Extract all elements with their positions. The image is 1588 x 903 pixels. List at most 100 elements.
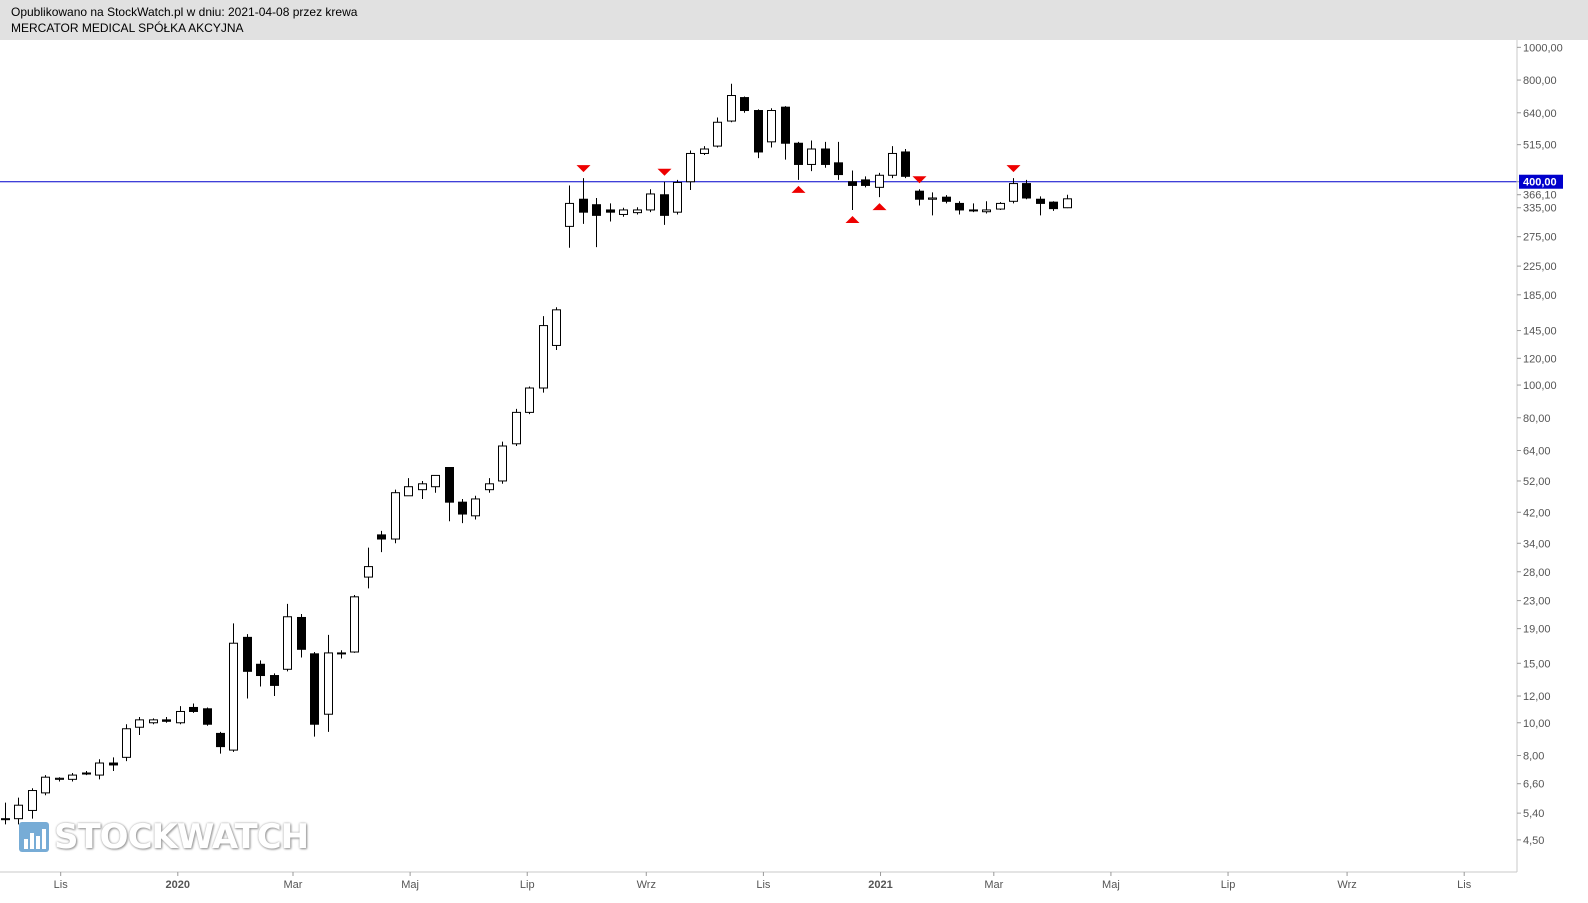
candle — [109, 757, 118, 771]
y-tick-label: 100,00 — [1523, 380, 1557, 392]
candle — [14, 797, 23, 825]
candle-body — [807, 148, 816, 165]
candle — [996, 202, 1005, 210]
candle — [297, 613, 306, 658]
x-tick-label: Lis — [54, 879, 69, 891]
candle-body — [848, 181, 857, 186]
candle-body — [660, 194, 669, 216]
candle-body — [283, 616, 292, 670]
candle-body — [256, 663, 265, 677]
candle — [713, 117, 722, 148]
candle-body — [552, 309, 561, 346]
candle — [1036, 196, 1045, 216]
candle — [324, 634, 333, 732]
time-axis: Lis 2020 Mar Maj Lip Wrz Lis 2021 Mar Maj Lip Wrz Li… — [0, 871, 1517, 891]
candle — [619, 207, 628, 217]
plot-area — [0, 83, 1517, 825]
candle-body — [646, 193, 655, 211]
candle — [646, 189, 655, 213]
buy-signal-marker — [791, 185, 806, 193]
candle — [969, 203, 978, 213]
candle — [55, 777, 64, 782]
candle — [686, 150, 695, 191]
candle — [794, 141, 803, 180]
candle-body — [68, 774, 77, 780]
candle — [552, 307, 561, 350]
candle — [337, 650, 346, 659]
y-tick-label: 19,00 — [1523, 624, 1551, 636]
y-tick-label: 23,00 — [1523, 596, 1551, 608]
candle — [229, 623, 238, 752]
candle — [216, 731, 225, 754]
candle-body — [1036, 198, 1045, 204]
candle-body — [512, 411, 521, 445]
y-tick-label: 225,00 — [1523, 261, 1557, 273]
candle — [350, 594, 359, 653]
candle-body — [579, 198, 588, 213]
candle — [875, 172, 884, 198]
candle — [256, 660, 265, 687]
candle — [310, 652, 319, 737]
candle-body — [700, 148, 709, 154]
candle — [485, 478, 494, 493]
candle-body — [686, 152, 695, 183]
candle-body — [445, 466, 454, 503]
x-tick-label: Lip — [520, 879, 535, 891]
candle-body — [969, 209, 978, 212]
candle-body — [485, 483, 494, 491]
candle-body — [781, 106, 790, 144]
candle-body — [673, 181, 682, 213]
x-tick-label: Wrz — [637, 879, 656, 891]
candle — [982, 201, 991, 214]
candle — [189, 703, 198, 713]
candle — [203, 707, 212, 726]
candle — [391, 489, 400, 544]
candle-body — [861, 179, 870, 186]
buy-signal-marker — [845, 215, 860, 223]
candle — [243, 634, 252, 699]
candle — [525, 386, 534, 415]
y-tick-label: 1000,00 — [1523, 42, 1563, 54]
candle-body — [1049, 201, 1058, 210]
candle — [283, 603, 292, 672]
x-tick-label: Lip — [1221, 879, 1236, 891]
candle — [955, 201, 964, 215]
y-tick-label: 34,00 — [1523, 538, 1551, 550]
candle — [821, 141, 830, 168]
bar-chart-icon — [18, 821, 50, 853]
candle — [162, 717, 171, 723]
candle-body — [915, 190, 924, 200]
candle-body — [404, 486, 413, 497]
candle — [418, 480, 427, 499]
candle — [458, 498, 467, 524]
candle-body — [243, 636, 252, 672]
y-tick-label: 80,00 — [1523, 413, 1551, 425]
candle-body — [229, 642, 238, 751]
sell-signal-marker — [657, 168, 672, 176]
candle-body — [162, 719, 171, 722]
candle — [135, 717, 144, 735]
candle-body — [794, 142, 803, 165]
x-tick-label: Maj — [401, 879, 419, 891]
sell-signal-marker — [912, 176, 927, 184]
candle-body — [1009, 183, 1018, 202]
y-tick-label: 64,00 — [1523, 446, 1551, 458]
candle — [807, 140, 816, 172]
x-tick-label: Lis — [1457, 879, 1472, 891]
candle-body — [619, 209, 628, 215]
candle-body — [471, 498, 480, 517]
candle — [431, 474, 440, 493]
x-tick-label: 2021 — [868, 879, 892, 891]
chart-header: Opublikowano na StockWatch.pl w dniu: 20… — [0, 0, 1588, 40]
candle — [471, 495, 480, 520]
candle — [82, 770, 91, 776]
candle — [28, 788, 37, 819]
candle-body — [270, 675, 279, 686]
candle-body — [14, 804, 23, 820]
candle-body — [901, 151, 910, 177]
candle — [149, 718, 158, 725]
y-tick-label: 8,00 — [1523, 750, 1544, 762]
y-tick-label: 145,00 — [1523, 326, 1557, 338]
candle — [861, 176, 870, 188]
candle-body — [982, 209, 991, 213]
